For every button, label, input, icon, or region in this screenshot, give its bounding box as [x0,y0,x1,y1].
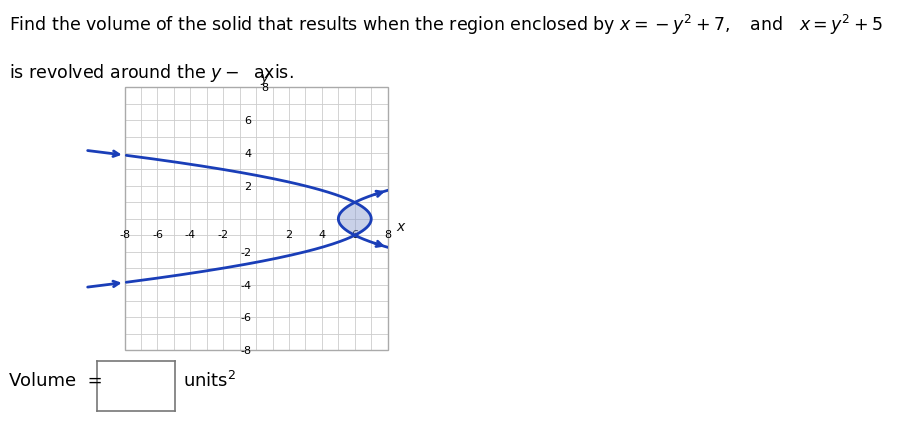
Text: Find the volume of the solid that results when the region enclosed by $x = -y^2 : Find the volume of the solid that result… [9,13,883,37]
Text: -2: -2 [240,247,251,257]
Text: 6: 6 [245,116,251,126]
Text: 2: 2 [244,181,251,191]
Text: 8: 8 [384,229,391,239]
Text: -8: -8 [119,229,130,239]
Text: 8: 8 [261,83,269,93]
Text: units$^2$: units$^2$ [183,371,236,390]
Text: -6: -6 [152,229,163,239]
Text: is revolved around the $y-$  axis.: is revolved around the $y-$ axis. [9,62,294,84]
Text: 4: 4 [318,229,326,239]
Text: Volume  =: Volume = [9,372,109,390]
Text: 2: 2 [285,229,293,239]
Text: 6: 6 [352,229,358,239]
Text: y: y [260,71,269,85]
Text: -4: -4 [185,229,196,239]
Text: -6: -6 [240,313,251,322]
Text: -4: -4 [240,280,251,290]
Text: -2: -2 [218,229,229,239]
Text: x: x [396,220,404,233]
Text: -8: -8 [240,346,251,356]
Text: 4: 4 [244,149,251,159]
